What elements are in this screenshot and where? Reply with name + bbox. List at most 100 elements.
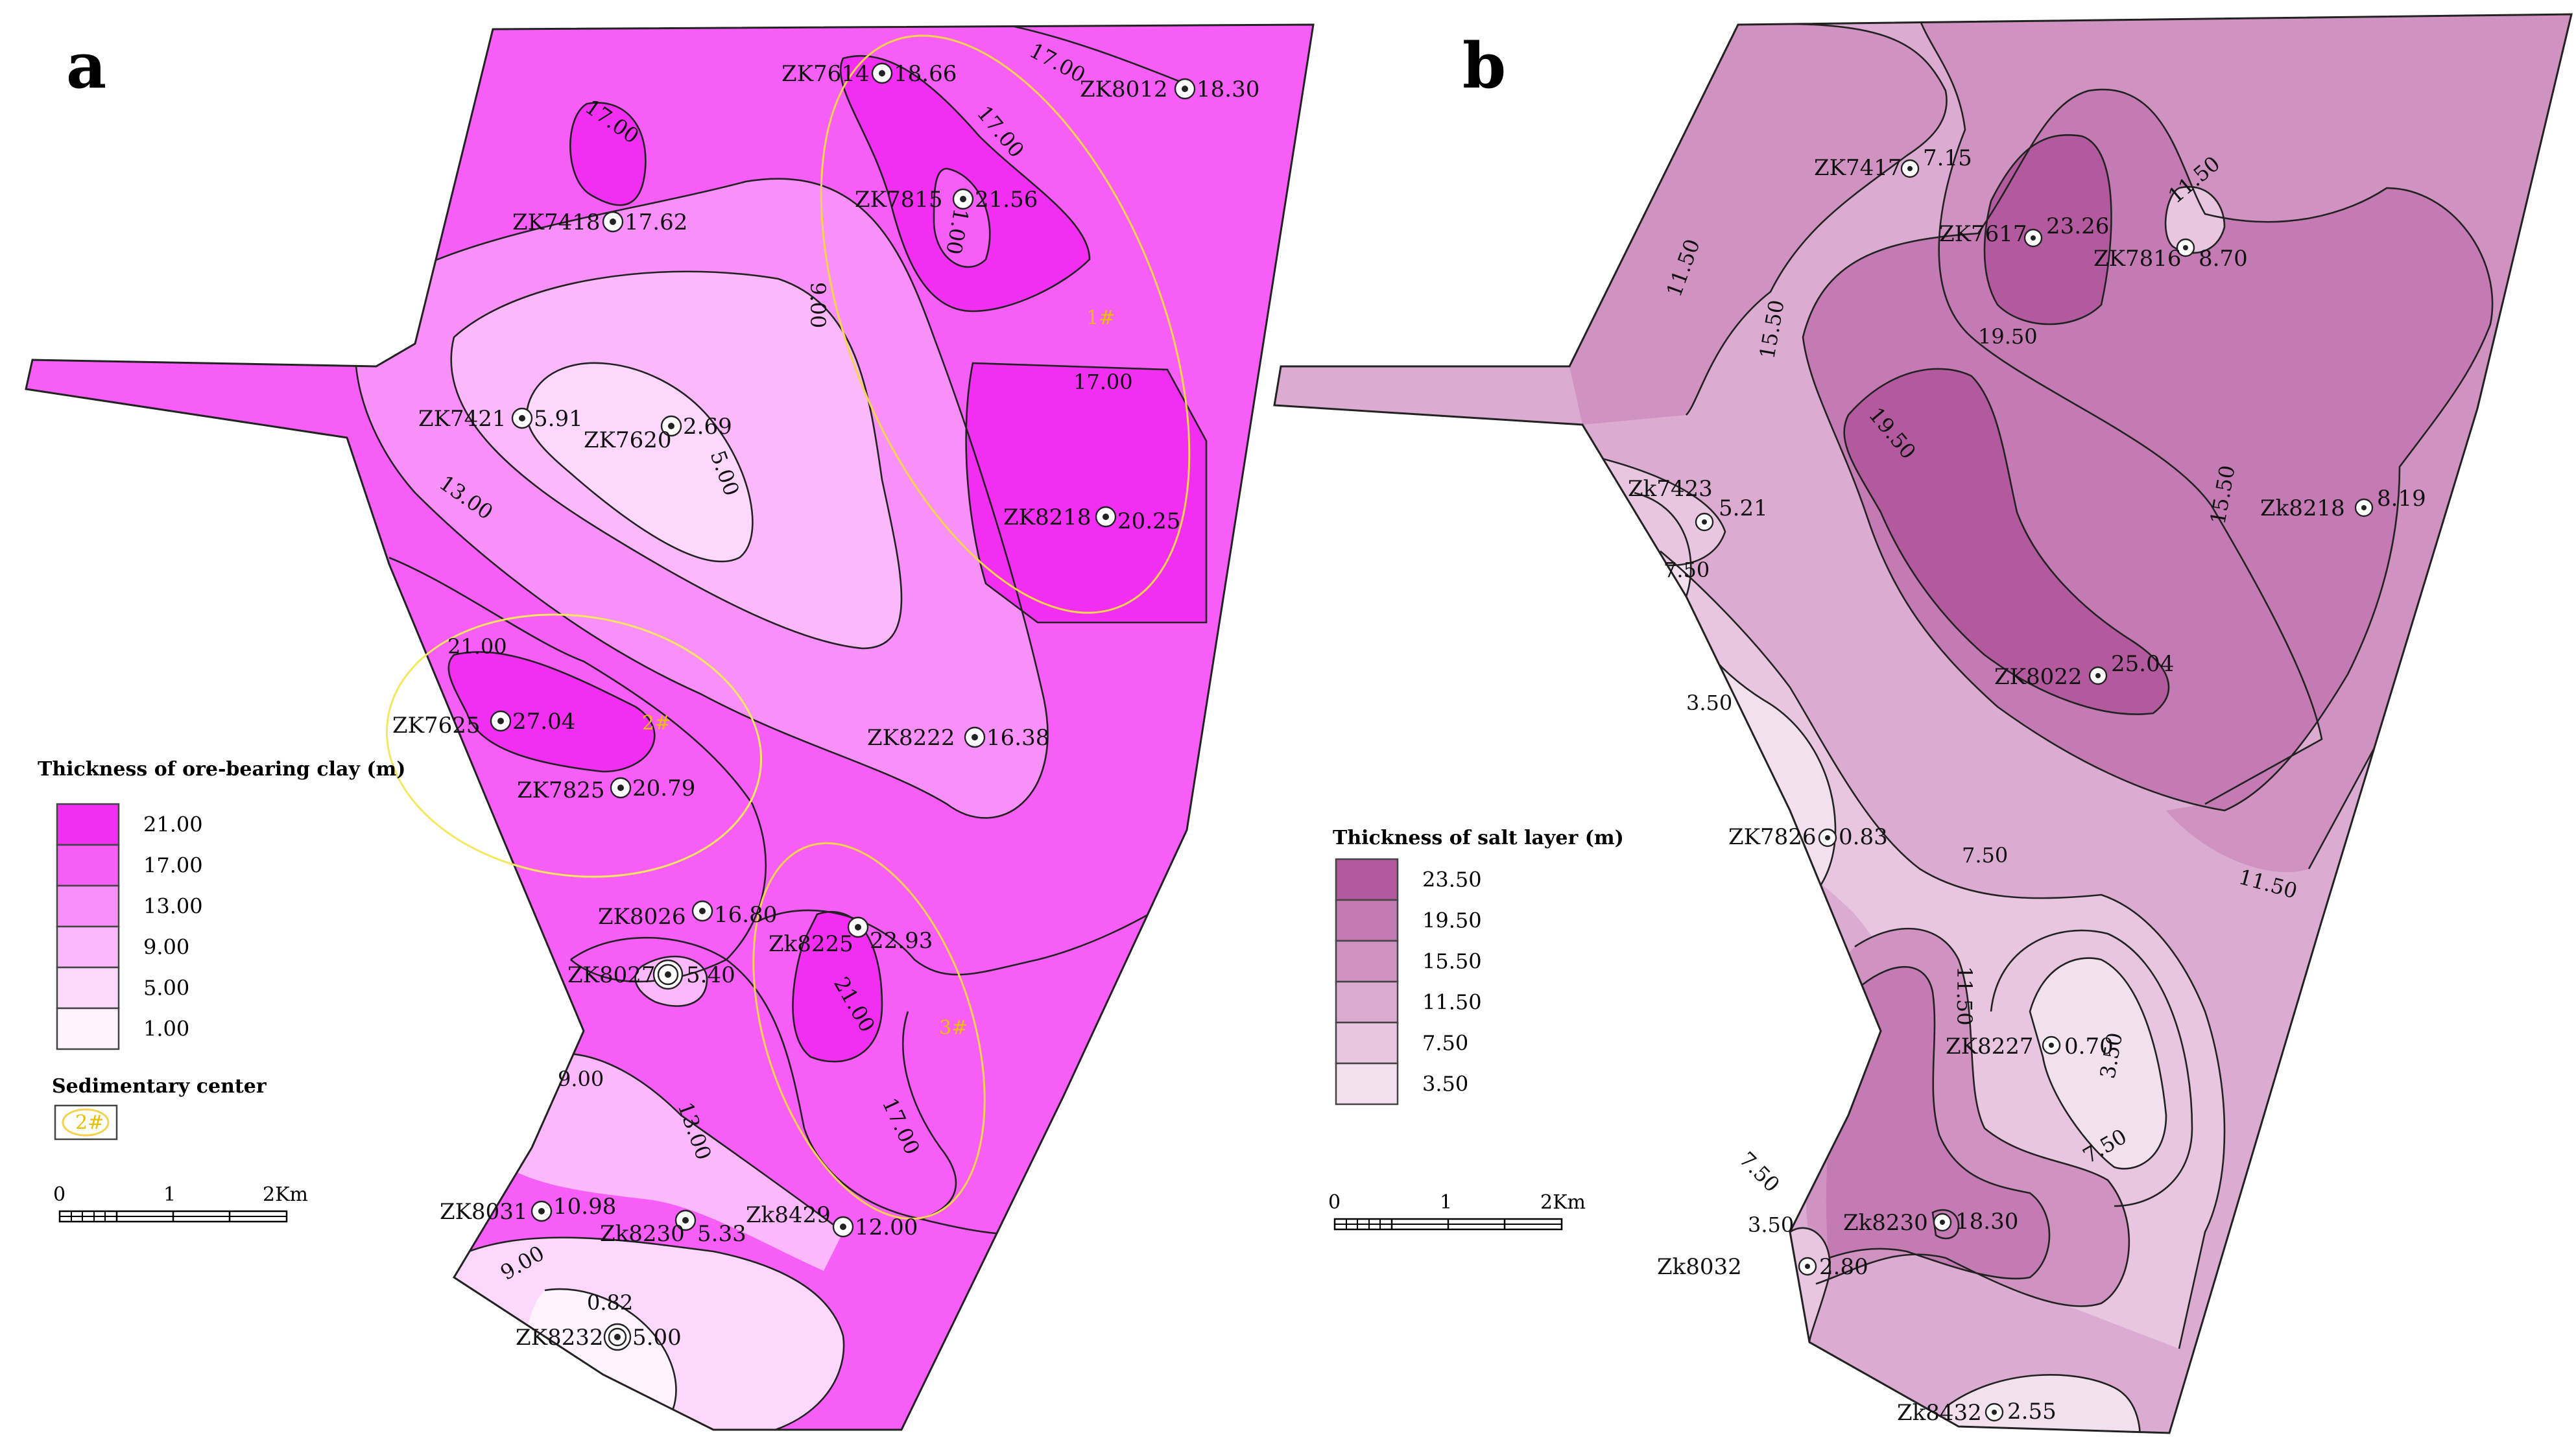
panel-a-well-id: Zk8230 [600,1221,685,1247]
panel-b-legend-swatch [1335,1062,1399,1106]
panel-b-legend-value: 11.50 [1422,990,1482,1015]
panel-b-well-value: 7.15 [1923,145,1972,171]
panel-b-contour-label: 11.50 [1952,966,1977,1026]
panel-b-well-id: ZK7816 [2093,246,2182,272]
panel-b-contour-3-8032 [1789,1227,1831,1343]
panel-a-well: ZK7418 17.62 [512,209,687,235]
panel-b-well-value: 2.55 [2007,1399,2057,1425]
panel-a-well: ZK8027 5.40 [567,959,735,990]
panel-a-legend-value: 17.00 [143,853,203,878]
panel-a-well-id: Zk8429 [746,1202,831,1228]
panel-b-well: Zk8432 2.55 [1897,1399,2057,1426]
panel-a-map: 1# 2# 3# 17.00 17.00 17.00 21.00 9.00 17… [25,23,1315,1431]
panel-b-well: Zk8218 8.19 [2260,486,2426,521]
panel-a-well-value: 5.00 [632,1325,682,1351]
panel-a-legend-title: Thickness of ore-bearing clay (m) [38,758,405,781]
panel-a-well-value: 5.91 [534,406,583,432]
panel-b-well: ZK7417 7.15 [1814,145,1972,181]
panel-b-legend-value: 15.50 [1422,949,1482,974]
panel-a-scale-bar: 0 1 2Km [53,1183,308,1223]
panel-a-contour-21-7625 [447,651,656,773]
panel-a-well-id: ZK8222 [867,725,955,751]
panel-b-well-id: ZK7417 [1814,155,1902,181]
panel-a-contour-label: 17.00 [1073,370,1133,394]
panel-a-well: ZK8031 10.98 [440,1194,616,1225]
panel-a-contour-17-8218 [965,362,1208,624]
panel-b-contour-7-8227 [1990,929,2193,1207]
panel-b-well-value: 0.83 [1839,824,1888,850]
panel-b-well-id: ZK7826 [1728,824,1817,850]
panel-b-legend-value: 19.50 [1422,908,1482,933]
panel-a-well-id: ZK8232 [516,1325,604,1351]
panel-b-contour-label: 7.50 [1664,558,1710,582]
panel-b-contour-23-7617 [1983,134,2112,325]
panel-a-sedimentary-title: Sedimentary center [52,1075,267,1098]
panel-a-legend-swatch [56,884,120,928]
panel-b-legend-swatch [1335,1021,1399,1065]
panel-b-contour-label: 3.50 [1686,691,1732,715]
panel-b-contour-15 [1918,19,2323,805]
panel-b-well: ZK8227 0.70 [1946,1034,2114,1059]
panel-a-zone-south-9 [493,1053,843,1271]
panel-a-contour-label: 9.00 [805,282,830,328]
panel-b-contour-7-main [1660,550,2226,1349]
panel-b-scale-two: 2Km [1540,1191,1586,1214]
panel-b-well-value: 8.19 [2377,486,2426,512]
panel-b-legend-title: Thickness of salt layer (m) [1333,827,1624,849]
panel-a-center-1-label: 1# [1086,307,1115,329]
panel-b-well-value: 25.04 [2111,651,2174,677]
panel-a-well-value: 18.30 [1197,77,1259,102]
panel-b-well-id: ZK7617 [1939,221,2027,247]
panel-b-contour-label: 7.50 [1734,1147,1784,1197]
panel-a-legend-swatch [56,925,120,969]
panel-a-well: ZK8012 18.30 [1080,77,1259,102]
panel-a-well-id: ZK7418 [512,209,601,235]
panel-a-well-value: 16.38 [986,725,1049,751]
panel-b-well-id: Zk8230 [1843,1210,1928,1236]
panel-b-zone-8032 [1788,1227,1830,1342]
panel-a-well-id: Zk8225 [769,931,853,957]
panel-a-legend-swatch [56,966,120,1010]
panel-a-well: Zk8429 12.00 [746,1202,918,1240]
panel-b-legend: Thickness of salt layer (m) 23.50 19.50 15… [1328,827,1624,1231]
panel-a-scale-zero: 0 [53,1183,66,1206]
panel-a-contour-9-south [538,1052,844,1233]
panel-a-well: Zk8225 22.93 [769,916,933,957]
panel-b-zone-8227 [2030,958,2166,1169]
panel-b-contour-label: 19.50 [1978,324,2038,349]
panel-a-well-id: ZK7815 [855,187,943,213]
panel-b-well-value: 18.30 [1955,1209,2018,1235]
panel-a-well-value: 21.56 [975,187,1038,213]
panel-b-zone-8022 [1844,368,2169,715]
panel-a-contour-17-top [1011,25,1187,86]
panel-a-well-value: 12.00 [855,1214,918,1240]
panel-b-well: ZK7816 8.70 [2093,238,2248,272]
panel-a-scale-one: 1 [163,1183,176,1206]
panel-b-well-id: Zk8032 [1657,1254,1742,1280]
panel-a-zone-7418 [570,102,646,206]
panel-a-legend-swatch [56,1007,120,1050]
panel-a-contour-5-8027 [634,955,708,1007]
panel-a-well-id: ZK7421 [418,406,507,432]
panel-b-boundary [1273,13,2573,1434]
panel-b-legend-swatch [1335,858,1399,901]
panel-a-zone-5 [527,362,753,562]
panel-a-well-value: 18.66 [894,61,957,87]
panel-a-well-id: ZK8218 [1003,504,1091,530]
panel-a-well-id: ZK8027 [567,962,656,988]
panel-a-contour-9-southwest [453,1237,845,1430]
panel-a-center-2-label: 2# [642,712,671,735]
panel-a-contour-5 [526,362,754,563]
panel-b-contour-3-8227 [2029,957,2167,1170]
panel-b-scale-bar: 0 1 2Km [1328,1191,1586,1231]
panel-a-zone-8218 [966,363,1206,622]
panel-b-contour-11-west [1686,23,1948,416]
panel-a-well-id: ZK8026 [598,904,686,930]
panel-b-letter: b [1462,29,1506,102]
panel-a-contour-17-south [758,894,1181,976]
panel-a-well-id: ZK7625 [392,713,481,739]
panel-a-sedimentary-tag: 2# [75,1111,104,1134]
panel-b-well: ZK8022 25.04 [1994,651,2174,690]
panel-a-well-value: 2.69 [683,414,732,440]
